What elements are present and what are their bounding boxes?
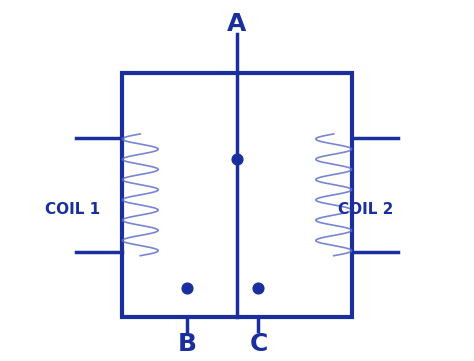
Text: C: C — [249, 332, 268, 356]
Text: A: A — [228, 12, 246, 36]
Text: B: B — [177, 332, 196, 356]
Text: COIL 2: COIL 2 — [338, 202, 393, 217]
Point — [255, 285, 262, 291]
Point — [183, 285, 191, 291]
Text: COIL 1: COIL 1 — [45, 202, 100, 217]
Point — [233, 156, 241, 162]
